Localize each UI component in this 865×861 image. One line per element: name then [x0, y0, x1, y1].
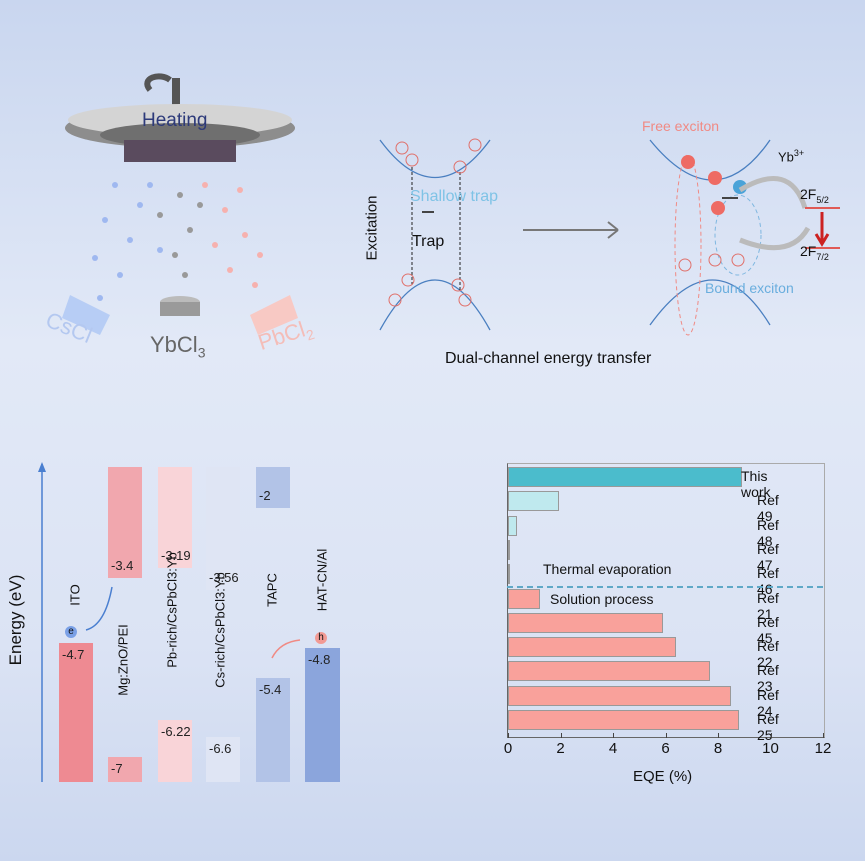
energy-value: -5.4: [259, 682, 282, 697]
energy-value: -3.19: [161, 548, 191, 563]
x-tick-label: 0: [503, 740, 513, 757]
bound-exciton-ellipse: [714, 194, 762, 276]
x-axis-label: EQE (%): [633, 768, 693, 785]
energy-value: -6.6: [209, 741, 232, 756]
energy-value: -3.56: [209, 570, 239, 585]
layer-label: TAPC: [264, 573, 280, 607]
bar-ref-22: [508, 637, 676, 658]
category-label: Ref 24: [757, 686, 779, 719]
bar-ref-25: [508, 710, 739, 730]
free-exciton-ellipse: [674, 154, 702, 336]
energy-level-bar: [108, 757, 142, 782]
hole-icon: h: [315, 632, 327, 644]
hole-arrow-icon: [271, 639, 301, 659]
energy-level-bar: [305, 648, 340, 782]
bar-ref-45: [508, 612, 663, 633]
mechanism-diagram: [379, 138, 840, 336]
energy-value: -4.7: [62, 647, 85, 662]
energy-level-bar: [158, 467, 192, 568]
energy-level-bar: [256, 678, 290, 782]
heating-label: Heating: [142, 110, 208, 131]
bar-this-work: [508, 467, 742, 487]
category-label: Ref 23: [757, 662, 779, 695]
thermal-annotation: Thermal evaporation: [543, 561, 672, 577]
electron-icon: e: [65, 626, 77, 638]
category-label: Ref 46: [757, 565, 779, 598]
pbcl2-boat: [250, 295, 298, 335]
substrate: [124, 140, 236, 162]
rotation-arrow-icon: [144, 73, 172, 92]
x-tick-label: 10: [762, 740, 779, 757]
energy-level-bar: [108, 467, 142, 578]
x-tick: [823, 733, 824, 738]
layer-label: Mg:ZnO/PEI: [115, 624, 131, 696]
free-exciton-label: Free exciton: [642, 118, 720, 134]
x-tick: [560, 733, 562, 738]
excitation-label: Excitation: [363, 195, 381, 261]
energy-level-bar: [206, 737, 240, 782]
trap-label: Trap: [412, 233, 445, 250]
x-tick: [613, 733, 614, 738]
x-tick: [770, 733, 772, 738]
category-label: Ref 47: [757, 540, 779, 573]
bar-ref-46: [508, 564, 510, 585]
energy-level-bar: [158, 720, 192, 782]
energy-value: -6.22: [161, 724, 191, 739]
deposition-illustration: [62, 73, 298, 335]
x-tick-label: 12: [814, 740, 832, 757]
category-label: Ref 21: [757, 589, 779, 622]
x-tick: [665, 733, 667, 738]
energy-axis-label: Energy (eV): [6, 574, 25, 666]
bar-ref-24: [508, 685, 732, 706]
bound-exciton-label: Bound exciton: [705, 280, 794, 296]
group-divider: [507, 586, 823, 588]
caption: Dual-channel energy transfer: [445, 350, 652, 367]
x-tick-label: 8: [713, 740, 723, 757]
energy-level-bar: [256, 467, 290, 508]
category-label: Ref 25: [757, 711, 779, 743]
energy-level-bar: [59, 643, 93, 782]
shallow-trap-label: Shallow trap: [410, 188, 499, 205]
energy-value: -7: [111, 761, 123, 776]
x-tick-label: 6: [661, 740, 670, 757]
valence-band: [379, 279, 491, 331]
x-tick-label: 2: [556, 740, 565, 757]
process-arrow-icon: [523, 221, 619, 239]
yb-label: Yb3+: [778, 148, 805, 165]
category-label: Ref 45: [757, 613, 779, 646]
f52-label: 2F5/2: [800, 186, 829, 205]
x-tick: [718, 733, 719, 738]
energy-value: -2: [259, 488, 271, 503]
category-label: Ref 49: [757, 492, 779, 525]
layer-label: HAT-CN/Al: [314, 548, 330, 612]
energy-level-bar: [206, 467, 240, 590]
layer-label: ITO: [67, 584, 83, 606]
bar-ref-48: [508, 515, 518, 536]
cscl-boat: [62, 295, 110, 335]
electron-arrow-icon: [85, 586, 113, 631]
ybcl3-label: YbCl3: [150, 332, 206, 361]
energy-value: -3.4: [111, 558, 134, 573]
x-tick: [508, 733, 509, 738]
conduction-band: [379, 139, 491, 178]
layer-label: Cs-rich/CsPbCl3:Yb: [212, 572, 228, 688]
energy-axis: [38, 462, 301, 782]
energy-value: -4.8: [308, 652, 331, 667]
bar-ref-23: [508, 661, 711, 682]
bar-ref-21: [508, 588, 540, 609]
solution-annotation: Solution process: [550, 591, 654, 607]
vapor-particles: [92, 182, 263, 301]
x-tick-label: 4: [608, 740, 618, 757]
category-label: Ref 22: [757, 638, 779, 671]
bar-ref-47: [508, 539, 510, 560]
category-label: This work: [741, 468, 771, 500]
layer-label: Pb-rich/CsPbCl3:Yb: [164, 552, 180, 668]
category-label: Ref 48: [757, 516, 779, 549]
f72-label: 2F7/2: [800, 243, 829, 262]
bar-ref-49: [508, 491, 560, 512]
